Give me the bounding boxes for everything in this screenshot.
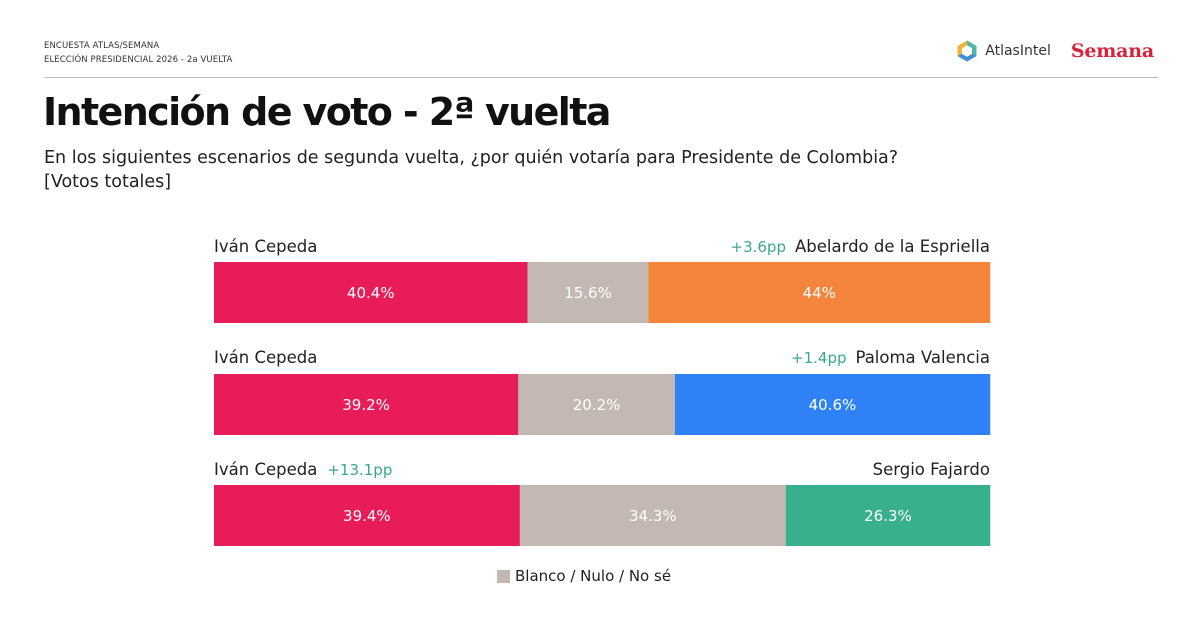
scenario-2-bar-left-candidate (214, 374, 519, 435)
scenario-3-value-blank: 34.3% (629, 507, 677, 525)
legend-swatch-blank (497, 569, 510, 583)
scenario-2-bar-right-candidate (674, 374, 991, 435)
subtitle-note: [Votos totales] (44, 172, 172, 192)
scenario-1-value-blank: 15.6% (564, 284, 612, 302)
scenario-2-value-right-candidate: 40.6% (809, 396, 857, 414)
scenario-3-lead-label: +13.1pp (327, 461, 392, 479)
scenario-3-left-name: Iván Cepeda (214, 460, 317, 479)
semana-logo: Semana (1070, 40, 1154, 62)
atlasintel-logo-icon (957, 40, 977, 62)
survey-header: ENCUESTA ATLAS/SEMANA ELECCIÓN PRESIDENC… (44, 39, 232, 67)
scenario-2-right-name: Paloma Valencia (855, 348, 990, 367)
logos: AtlasIntel Semana (955, 36, 1154, 66)
scenario-1-bar-blank (527, 262, 649, 323)
scenario-2-left-name: Iván Cepeda (214, 348, 317, 367)
scenario-1-left-name: Iván Cepeda (214, 237, 317, 256)
header-divider (44, 77, 1158, 78)
scenario-3-bar-blank (519, 485, 787, 546)
chart-subtitle: En los siguientes escenarios de segunda … (44, 146, 1164, 194)
scenario-3-right-name: Sergio Fajardo (873, 460, 990, 479)
scenario-3-value-left-candidate: 39.4% (343, 507, 391, 525)
scenario-1-bar-left-candidate (214, 262, 528, 323)
scenario-2-bar-blank (518, 374, 676, 435)
scenario-1-value-left-candidate: 40.4% (347, 284, 395, 302)
election-name: ELECCIÓN PRESIDENCIAL 2026 - 2a VUELTA (44, 55, 233, 65)
scenario-3-bar-left-candidate (214, 485, 521, 546)
scenario-2-value-blank: 20.2% (573, 396, 621, 414)
atlasintel-logo-text: AtlasIntel (985, 43, 1051, 59)
scenario-1-value-right-candidate: 44% (803, 284, 836, 302)
scenario-3-bar-right-candidate (785, 485, 991, 546)
legend: Blanco / Nulo / No sé (497, 567, 671, 585)
scenario-2-lead-label: +1.4pp (791, 349, 846, 367)
survey-name: ENCUESTA ATLAS/SEMANA (44, 41, 160, 51)
scenario-1-lead-label: +3.6pp (731, 238, 786, 256)
atlasintel-logo: AtlasIntel (955, 39, 1051, 63)
scenario-3-value-right-candidate: 26.3% (864, 507, 912, 525)
legend-label-blank: Blanco / Nulo / No sé (515, 567, 672, 585)
scenario-1-right-name: Abelardo de la Espriella (795, 237, 990, 256)
scenario-2-value-left-candidate: 39.2% (342, 396, 390, 414)
chart-title: Intención de voto - 2ª vuelta (43, 90, 611, 134)
subtitle-question: En los siguientes escenarios de segunda … (44, 148, 899, 168)
scenario-1-bar-right-candidate (648, 262, 991, 323)
